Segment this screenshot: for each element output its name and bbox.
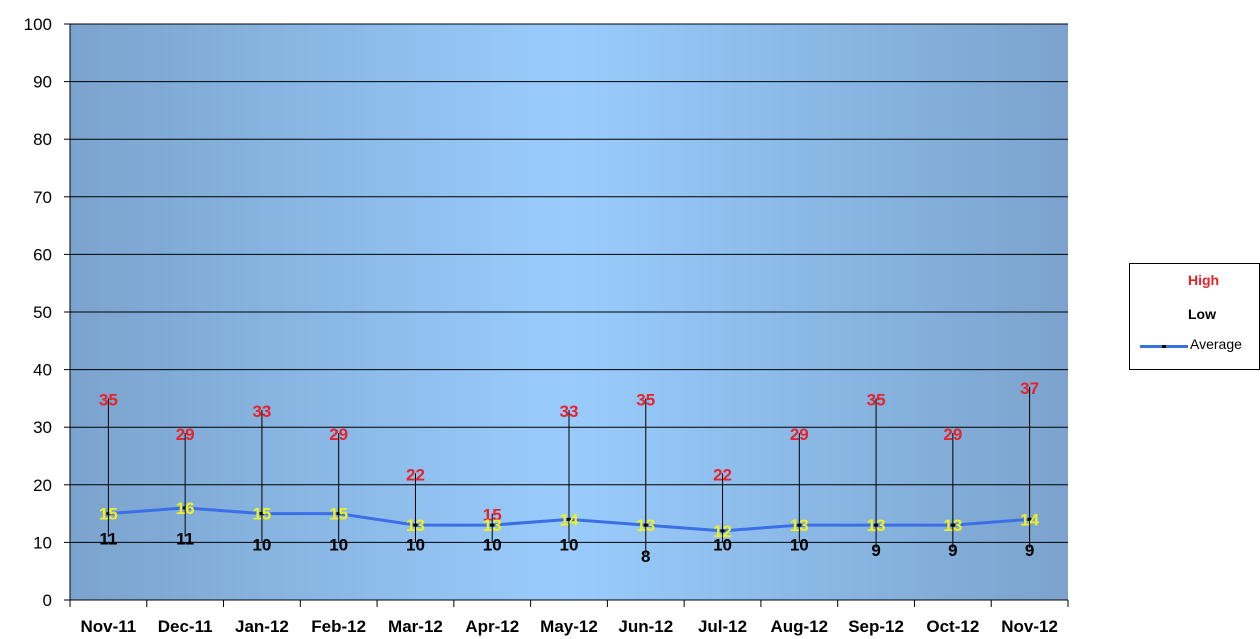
y-tick-label: 80	[33, 130, 52, 149]
data-label-low: 11	[99, 530, 117, 549]
legend-item-low: Low	[1130, 306, 1260, 326]
average-marker	[643, 523, 648, 527]
data-label-high: 35	[867, 390, 886, 409]
data-label-high: 33	[560, 402, 579, 421]
data-label-average: 16	[176, 499, 195, 518]
data-label-average: 13	[406, 516, 425, 535]
average-marker	[490, 523, 495, 527]
data-label-low: 11	[176, 530, 194, 549]
x-tick-label: Sep-12	[848, 617, 904, 636]
average-marker	[336, 512, 341, 516]
y-tick-label: 90	[33, 73, 52, 92]
average-marker	[1027, 517, 1032, 521]
x-tick-label: Feb-12	[311, 617, 366, 636]
legend-label-high: High	[1188, 272, 1220, 288]
y-tick-label: 0	[43, 591, 52, 610]
x-tick-label: Jul-12	[698, 617, 747, 636]
x-tick-label: Dec-11	[158, 617, 213, 636]
legend-item-high: High	[1130, 272, 1260, 292]
data-label-low: 8	[641, 547, 650, 566]
data-label-high: 35	[99, 390, 118, 409]
legend-marker	[1162, 345, 1166, 348]
data-label-average: 15	[329, 505, 348, 524]
data-label-average: 15	[252, 505, 271, 524]
legend-item-average: Average	[1130, 336, 1260, 356]
y-tick-label: 20	[33, 476, 52, 495]
average-marker	[567, 517, 571, 521]
y-tick-label: 100	[24, 15, 52, 34]
data-label-average: 14	[560, 510, 579, 529]
y-tick-label: 40	[33, 361, 52, 380]
average-marker	[413, 523, 418, 527]
data-label-low: 10	[560, 535, 579, 554]
x-tick-label: Jun-12	[618, 617, 673, 636]
data-label-average: 13	[790, 516, 809, 535]
x-tick-label: Apr-12	[465, 617, 519, 636]
x-tick-label: Mar-12	[388, 617, 443, 636]
x-tick-label: Oct-12	[926, 617, 979, 636]
y-axis-ticks: 0 10 20 30 40 50 60 70 80 90 100	[24, 15, 70, 610]
data-label-low: 10	[329, 535, 348, 554]
data-label-high: 15	[483, 506, 502, 525]
y-tick-label: 10	[33, 533, 52, 552]
average-marker	[106, 512, 111, 516]
y-tick-label: 30	[33, 418, 52, 437]
data-label-average: 15	[99, 505, 118, 524]
data-label-high: 29	[329, 425, 348, 444]
average-marker	[183, 506, 188, 510]
average-marker	[950, 523, 955, 527]
data-label-average: 13	[867, 516, 886, 535]
data-label-low: 10	[252, 535, 271, 554]
x-axis-ticks: Nov-11 Dec-11 Jan-12 Feb-12 Mar-12 Apr-12 May-…	[69, 600, 1069, 636]
data-label-average: 13	[483, 516, 502, 535]
data-label-low: 10	[790, 535, 809, 554]
data-label-low: 10	[483, 535, 502, 554]
data-label-high: 29	[176, 425, 195, 444]
average-series	[106, 506, 1032, 533]
data-label-average: 13	[636, 516, 655, 535]
data-label-high: 35	[636, 390, 655, 409]
x-tick-label: Nov-11	[81, 617, 137, 636]
data-label-low: 9	[948, 541, 957, 560]
x-tick-label: May-12	[540, 617, 598, 636]
data-label-average: 13	[943, 516, 962, 535]
average-marker	[259, 512, 264, 516]
data-label-low: 10	[713, 535, 732, 554]
legend-label-average: Average	[1190, 336, 1242, 352]
y-tick-label: 70	[33, 188, 52, 207]
data-label-low: 10	[406, 535, 425, 554]
data-label-high: 22	[713, 465, 732, 484]
data-label-average: 14	[1020, 510, 1039, 529]
data-label-high: 22	[406, 465, 425, 484]
y-tick-label: 50	[33, 303, 52, 322]
average-marker	[874, 523, 879, 527]
average-marker	[797, 523, 802, 527]
data-label-high: 33	[252, 402, 271, 421]
data-label-average: 12	[713, 522, 732, 541]
data-label-low: 9	[1025, 541, 1034, 560]
legend: High Low Average	[1129, 263, 1260, 370]
x-tick-label: Jan-12	[235, 617, 289, 636]
data-labels: 35 29 33 29 22 15 33 35 22 29 35 29 37 11 11 10 10 10 10 10…	[99, 379, 1040, 566]
x-tick-label: Aug-12	[770, 617, 828, 636]
x-tick-label: Nov-12	[1001, 617, 1058, 636]
legend-label-low: Low	[1188, 306, 1216, 322]
data-label-high: 37	[1020, 379, 1039, 398]
data-label-low: 9	[871, 541, 880, 560]
data-label-high: 29	[943, 425, 962, 444]
y-tick-label: 60	[33, 245, 52, 264]
data-label-high: 29	[790, 425, 809, 444]
average-marker	[720, 529, 725, 533]
